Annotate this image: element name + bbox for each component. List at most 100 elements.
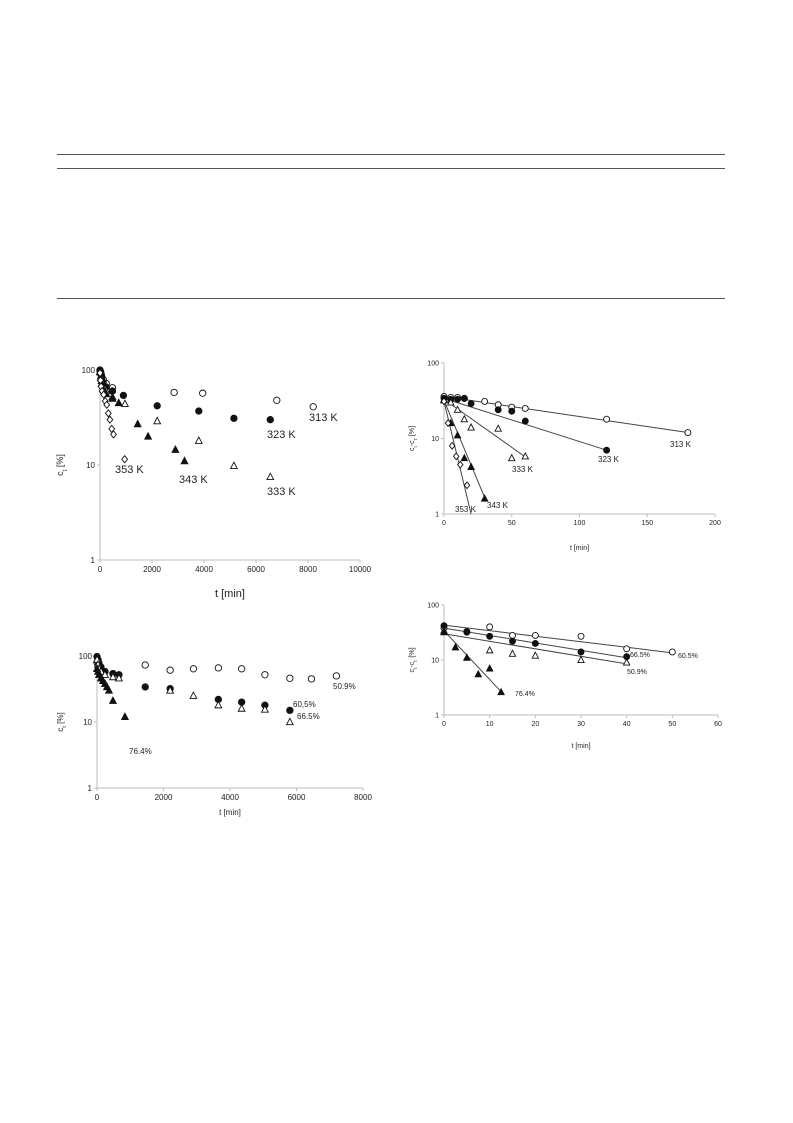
y-axis-label-part: c	[409, 669, 416, 673]
data-point-open-diamond	[96, 368, 104, 378]
data-point-open-circle	[199, 389, 207, 397]
data-point-open-circle	[684, 429, 692, 436]
series-annotation: 323 K	[598, 455, 620, 464]
data-point-open-circle	[531, 631, 539, 639]
table-header-rule	[57, 168, 725, 169]
data-point-filled-triangle	[480, 494, 489, 502]
data-point-open-triangle	[446, 398, 455, 406]
y-tick-label: 1	[435, 712, 439, 719]
data-point-filled-triangle	[440, 627, 448, 636]
data-point-filled-triangle	[451, 642, 460, 651]
y-axis-label-part: t	[413, 446, 419, 448]
y-tick-label: 100	[79, 652, 93, 661]
x-tick-label: 50	[668, 721, 676, 728]
x-tick-label: 200	[709, 520, 721, 527]
data-point-open-circle	[509, 631, 516, 639]
data-point-open-triangle	[100, 670, 110, 678]
data-point-open-circle	[486, 623, 494, 631]
data-point-open-triangle	[237, 703, 246, 712]
series-annotation: 343 K	[179, 474, 208, 486]
fit-line-509	[443, 633, 627, 665]
x-tick-label: 30	[577, 721, 585, 728]
data-point-open-circle	[237, 665, 246, 673]
data-point-filled-triangle	[104, 685, 114, 694]
data-point-filled-triangle	[453, 430, 462, 439]
x-tick-label: 6000	[247, 565, 265, 574]
data-point-open-triangle	[285, 717, 294, 726]
x-axis-label: t [min]	[570, 545, 589, 552]
data-point-filled-circle	[509, 637, 516, 645]
data-point-filled-circle	[531, 639, 539, 647]
x-tick-label: 0	[98, 565, 103, 574]
data-point-filled-triangle	[133, 419, 142, 428]
series-annotation: 353 K	[115, 464, 144, 476]
data-point-filled-circle	[508, 407, 516, 415]
x-tick-label: 8000	[299, 565, 317, 574]
x-tick-label: 100	[574, 520, 586, 527]
data-point-filled-triangle	[485, 664, 494, 672]
y-tick-label: 10	[83, 718, 92, 727]
x-tick-label: 0	[95, 793, 100, 802]
data-point-open-circle	[577, 632, 585, 640]
y-axis-label-part: t	[62, 469, 69, 471]
data-point-filled-circle	[153, 402, 161, 410]
data-point-open-triangle	[153, 416, 162, 425]
data-point-filled-circle	[230, 414, 238, 422]
data-point-filled-circle	[141, 683, 149, 691]
y-axis-label: ct-ct' [%]	[409, 426, 419, 451]
series-annotation: 76.4%	[129, 747, 152, 756]
data-point-filled-triangle	[108, 696, 118, 704]
data-point-open-triangle	[229, 461, 239, 470]
data-point-open-circle	[273, 396, 281, 404]
y-tick-label: 1	[88, 784, 93, 793]
x-tick-label: 40	[623, 721, 631, 728]
y-tick-label: 100	[427, 360, 439, 367]
data-point-filled-circle	[286, 706, 294, 715]
data-point-open-diamond	[103, 400, 111, 410]
fit-line-764	[443, 630, 504, 695]
y-axis-label-part: t'	[413, 438, 419, 440]
data-point-filled-circle	[486, 632, 494, 640]
y-axis-label-part: [%]	[56, 712, 65, 726]
data-point-open-circle	[332, 672, 341, 680]
data-point-open-diamond	[463, 481, 471, 490]
series-annotation: 50.9%	[333, 682, 356, 691]
data-point-open-triangle	[577, 655, 585, 663]
data-point-open-diamond	[106, 415, 114, 424]
data-point-open-circle	[307, 675, 316, 683]
data-point-open-triangle	[507, 453, 516, 462]
data-point-open-circle	[286, 674, 294, 682]
fit-line-343K	[443, 400, 487, 501]
data-point-open-triangle	[622, 658, 631, 666]
x-tick-label: 8000	[354, 793, 372, 802]
y-axis-label-part: c	[56, 728, 65, 732]
x-tick-label: 6000	[288, 793, 306, 802]
data-point-open-triangle	[531, 651, 540, 659]
data-point-filled-triangle	[467, 462, 475, 470]
x-tick-label: 4000	[221, 793, 239, 802]
data-point-filled-circle	[454, 395, 461, 403]
data-point-filled-triangle	[114, 398, 123, 407]
fit-line-605	[443, 624, 673, 654]
data-point-filled-circle	[463, 628, 471, 636]
x-tick-label: 10	[486, 721, 494, 728]
data-point-filled-circle	[494, 406, 502, 414]
x-axis-label: t [min]	[215, 588, 245, 600]
y-tick-label: 100	[427, 602, 439, 609]
x-axis-label: t [min]	[219, 808, 241, 817]
y-axis-label-part: c	[409, 447, 416, 451]
series-annotation: 333 K	[512, 465, 534, 474]
data-point-open-circle	[141, 661, 149, 669]
data-point-open-triangle	[508, 649, 517, 657]
series-annotation: 60.5%	[678, 653, 698, 660]
data-point-open-circle	[623, 645, 631, 653]
data-point-open-triangle	[166, 685, 175, 694]
data-point-filled-triangle	[108, 393, 117, 402]
series-annotation: 323 K	[267, 429, 296, 441]
series-annotation: 343 K	[487, 501, 509, 510]
data-point-open-circle	[170, 388, 178, 397]
y-tick-label: 1	[91, 556, 96, 565]
data-point-open-diamond	[104, 409, 112, 418]
x-tick-label: 2000	[155, 793, 173, 802]
y-axis-label: ct-ct' [%]	[409, 647, 419, 672]
